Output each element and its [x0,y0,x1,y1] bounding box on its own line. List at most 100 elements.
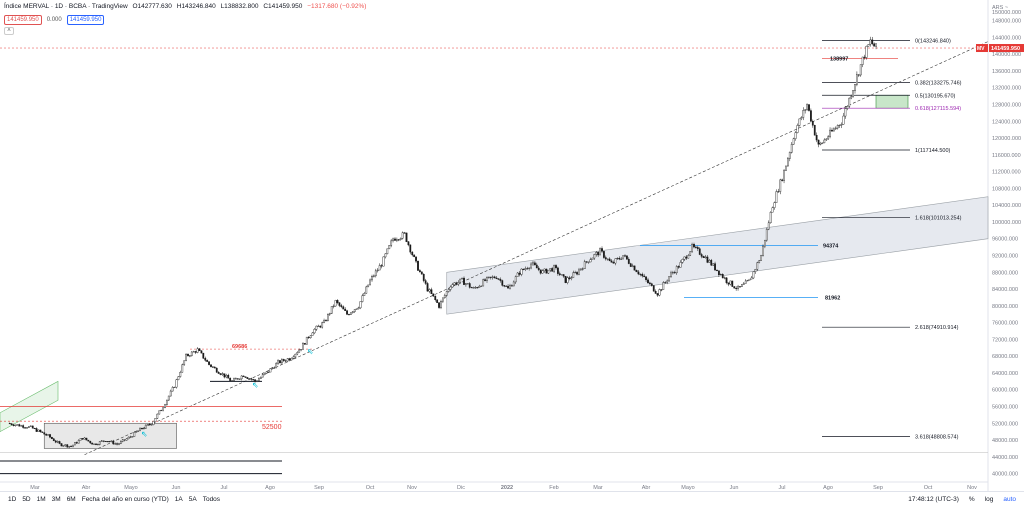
candle-body [244,376,247,378]
candle [305,336,308,345]
candle-body [762,245,764,256]
candle [340,303,343,309]
candle [286,357,289,363]
collapse-chevron-icon[interactable]: ˄ [4,27,14,35]
candle-body [424,280,427,284]
candle-body [133,432,136,437]
candle-body [420,271,423,275]
y-tick-10: 112000.000 [992,170,1021,176]
candle [708,258,711,263]
candle-body [773,202,776,208]
candle-body [601,248,603,252]
candle-body [520,268,523,275]
candle [315,325,318,331]
percent-toggle[interactable]: % [968,496,975,503]
candle [363,291,366,296]
badge-symbol-bg [976,44,988,53]
candle [695,245,697,249]
candle-body [530,263,532,269]
candle-body [511,285,513,287]
candle [604,255,607,261]
candle-body [217,371,220,374]
candle-body [363,293,366,296]
candle [700,252,703,259]
candle [338,302,341,308]
candle-body [211,366,214,368]
y-tick-1: 148000.000 [992,19,1021,25]
candle [211,366,214,369]
candle [447,287,450,293]
candle-body [102,440,105,442]
candle [767,220,770,231]
annotation-3: 69686 [232,344,247,350]
candle [652,285,655,292]
candle-body [744,280,747,284]
candle-body [225,374,228,378]
fib-label-2: 0.5(130195.670) [915,93,956,99]
candle [512,280,515,287]
candle-body [98,441,101,445]
candle-body [359,301,362,309]
candle [394,237,396,241]
candle-body [535,264,538,269]
candle [792,137,795,145]
candle-body [160,410,163,412]
candle [438,302,440,309]
y-tick-17: 84000.000 [992,287,1018,293]
timeframe-7[interactable]: 5A [188,496,197,503]
candle-body [616,257,619,259]
candle [49,433,51,439]
candle-body [28,426,30,428]
candle-body [26,427,28,429]
sell-button[interactable]: 141459.950 [4,15,42,25]
timeframe-6[interactable]: 1A [174,496,183,503]
candle-body [16,424,19,426]
candle-body [154,418,157,422]
chart-title[interactable]: Índice MERVAL · 1D · BCBA · TradingView [4,3,128,10]
candle [22,424,25,429]
log-toggle[interactable]: log [984,496,994,503]
candle-body [405,232,408,242]
timeframe-0[interactable]: 1D [8,496,17,503]
candle [593,253,596,260]
timeframe-3[interactable]: 3M [51,496,61,503]
timeframe-5[interactable]: Fecha del año en curso (YTD) [81,496,169,503]
candle [371,274,373,282]
candle [292,355,295,360]
candle [208,361,210,366]
candle-body [495,277,498,279]
candle [164,403,166,409]
candle [616,257,619,260]
candle [482,278,485,287]
candle [219,373,222,376]
timeframe-8[interactable]: Todos [202,496,221,503]
candle [311,331,314,336]
buy-button[interactable]: 141459.950 [66,15,105,25]
candle-body [800,117,803,120]
candle-body [652,285,655,292]
candle-body [202,352,205,359]
candle [165,399,168,406]
candle [817,139,820,148]
auto-toggle[interactable]: auto [1003,496,1016,503]
candle-body [727,282,730,285]
fib-label-3: 0.618(127115.594) [915,106,961,112]
candle-body [234,378,237,380]
candle-body [558,273,561,275]
candle-body [829,129,831,137]
candle-body [64,444,67,446]
y-tick-0: 150000.000 [992,10,1021,16]
y-tick-8: 120000.000 [992,136,1021,142]
timeframe-2[interactable]: 1M [36,496,46,503]
candle-body [325,320,327,322]
candle-body [72,444,74,447]
candle-body [119,441,122,444]
candle [585,261,588,264]
timeframe-1[interactable]: 5D [22,496,31,503]
candle-body [861,56,864,65]
candle [679,260,682,268]
candle [401,231,404,240]
timeframe-4[interactable]: 6M [66,496,76,503]
candle [252,378,255,381]
